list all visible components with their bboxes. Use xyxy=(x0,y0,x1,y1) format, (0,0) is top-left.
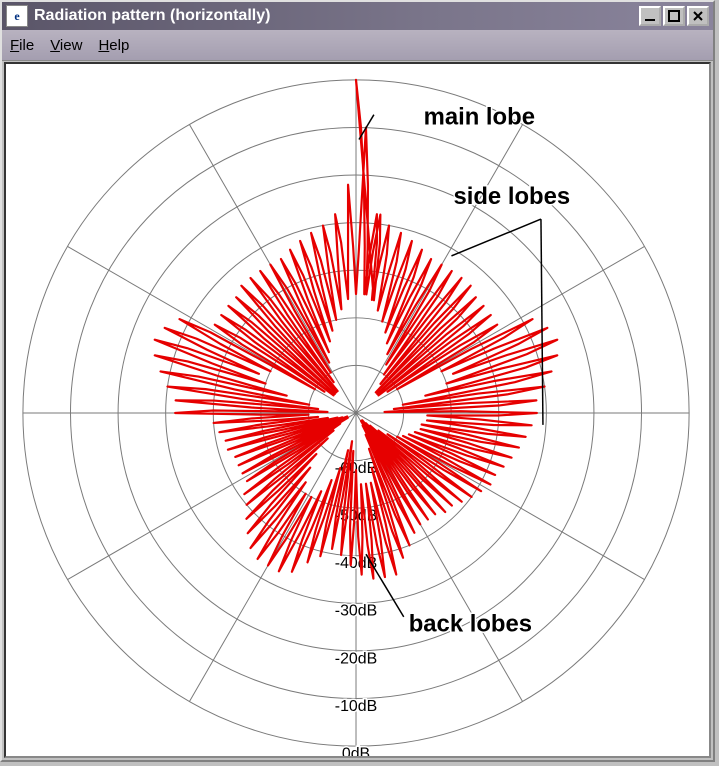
close-icon xyxy=(692,10,704,22)
minimize-icon xyxy=(644,10,656,22)
svg-text:main lobe: main lobe xyxy=(424,104,535,131)
close-button[interactable] xyxy=(687,6,709,26)
minimize-button[interactable] xyxy=(639,6,661,26)
maximize-icon xyxy=(668,10,680,22)
svg-text:0dB: 0dB xyxy=(342,745,370,756)
window-title: Radiation pattern (horizontally) xyxy=(34,7,637,25)
titlebar[interactable]: e Radiation pattern (horizontally) xyxy=(2,2,713,30)
chart-area: 0dB-10dB-20dB-30dB-40dB-50dB-60dBmain lo… xyxy=(4,62,711,758)
app-window: e Radiation pattern (horizontally) File V… xyxy=(0,0,715,762)
svg-text:-30dB: -30dB xyxy=(335,603,377,620)
menu-view[interactable]: View xyxy=(50,37,82,54)
svg-text:side lobes: side lobes xyxy=(453,183,570,210)
svg-text:back lobes: back lobes xyxy=(409,611,532,638)
menubar: File View Help xyxy=(2,30,713,61)
svg-text:-10dB: -10dB xyxy=(335,698,377,715)
menu-file[interactable]: File xyxy=(10,37,34,54)
app-icon: e xyxy=(6,5,28,27)
svg-text:-20dB: -20dB xyxy=(335,650,377,667)
maximize-button[interactable] xyxy=(663,6,685,26)
menu-help[interactable]: Help xyxy=(98,37,129,54)
window-controls xyxy=(637,6,709,26)
polar-chart: 0dB-10dB-20dB-30dB-40dB-50dB-60dBmain lo… xyxy=(6,64,709,756)
